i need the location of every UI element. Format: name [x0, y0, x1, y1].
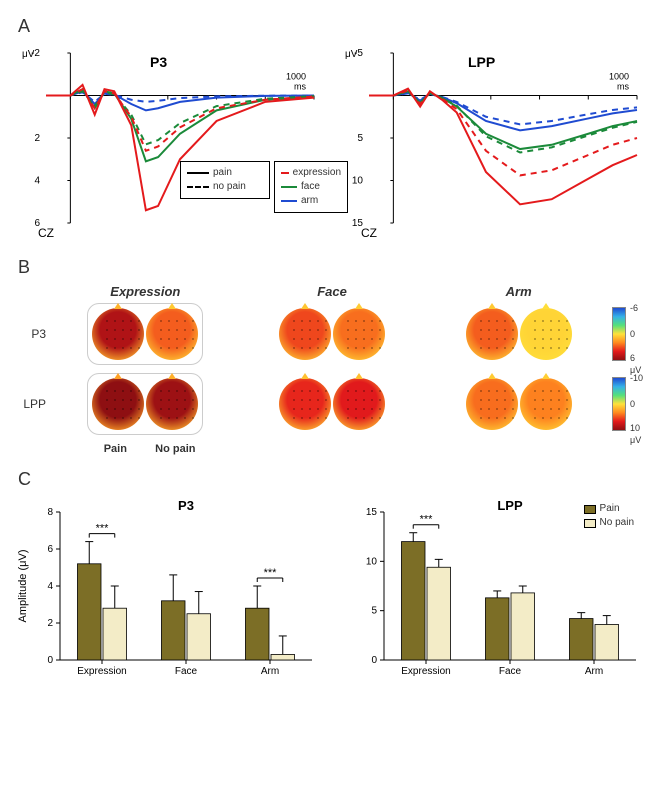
- topo-map: [333, 308, 385, 360]
- panel-c: 0 2 4 6 8 Amplitude (μV) P3 *** Expression Face **…: [12, 496, 648, 686]
- row-label: LPP: [12, 397, 52, 411]
- topo-map: [466, 308, 518, 360]
- svg-text:0: 0: [47, 655, 53, 666]
- svg-text:P3: P3: [178, 498, 194, 513]
- topo-map: [146, 308, 198, 360]
- svg-text:Amplitude (μV): Amplitude (μV): [17, 550, 29, 623]
- p3-bar-chart: 0 2 4 6 8 Amplitude (μV) P3 *** Expression Face **…: [12, 496, 324, 686]
- svg-text:ms: ms: [294, 82, 306, 92]
- topo-map: [333, 378, 385, 430]
- svg-text:Expression: Expression: [77, 666, 126, 677]
- svg-text:Arm: Arm: [261, 666, 279, 677]
- p3-chart: -2246μV1000msP3CZ pain no pain expressio…: [12, 43, 325, 243]
- svg-text:μV: μV: [22, 49, 35, 60]
- lpp-chart: -551015μV1000msLPPCZ: [335, 43, 648, 243]
- svg-text:Face: Face: [175, 666, 198, 677]
- panel-c-label: C: [18, 469, 648, 490]
- topo-map: [279, 378, 331, 430]
- row-label: P3: [12, 327, 52, 341]
- col-header-arm: Arm: [425, 284, 612, 299]
- svg-text:LPP: LPP: [497, 498, 523, 513]
- panel-b-row: P3-606μV: [12, 303, 648, 365]
- svg-text:2: 2: [47, 618, 53, 629]
- sublabel-nopain: No pain: [149, 443, 201, 455]
- lpp-bar-chart: 0 5 10 15 LPP *** Expression Face Arm Pain No pa…: [336, 496, 648, 686]
- svg-text:1000: 1000: [286, 72, 306, 82]
- topo-map: [92, 378, 144, 430]
- svg-text:8: 8: [47, 507, 53, 518]
- svg-text:6: 6: [47, 544, 53, 555]
- svg-text:***: ***: [96, 523, 110, 535]
- topo-map: [92, 308, 144, 360]
- svg-text:***: ***: [420, 514, 434, 526]
- panel-b-sublabels: Pain No pain: [12, 443, 648, 455]
- panel-a-label: A: [18, 16, 648, 37]
- topo-map: [466, 378, 518, 430]
- legend-linestyle: pain no pain: [180, 161, 270, 199]
- panel-b-headers: Expression Face Arm: [12, 284, 648, 303]
- col-header-expression: Expression: [52, 284, 239, 299]
- topo-map: [146, 378, 198, 430]
- svg-text:μV: μV: [345, 49, 358, 60]
- svg-text:15: 15: [366, 507, 378, 518]
- panel-b-label: B: [18, 257, 648, 278]
- svg-text:5: 5: [371, 606, 377, 617]
- svg-text:4: 4: [47, 581, 53, 592]
- panel-b: Expression Face Arm P3-606μVLPP-10010μV …: [12, 284, 648, 455]
- bar-legend: Pain No pain: [584, 502, 634, 530]
- svg-text:Face: Face: [499, 666, 522, 677]
- svg-text:2: 2: [34, 133, 40, 144]
- topo-map: [520, 308, 572, 360]
- svg-text:1000: 1000: [609, 72, 629, 82]
- panel-a: -2246μV1000msP3CZ pain no pain expressio…: [12, 43, 648, 243]
- svg-text:10: 10: [352, 176, 364, 187]
- svg-text:10: 10: [366, 556, 378, 567]
- svg-text:CZ: CZ: [38, 226, 54, 240]
- svg-text:LPP: LPP: [468, 54, 495, 70]
- svg-text:Expression: Expression: [401, 666, 450, 677]
- svg-text:ms: ms: [617, 82, 629, 92]
- svg-text:Arm: Arm: [585, 666, 603, 677]
- topo-map: [279, 308, 331, 360]
- svg-text:CZ: CZ: [361, 226, 377, 240]
- svg-text:4: 4: [34, 176, 40, 187]
- col-header-face: Face: [239, 284, 426, 299]
- svg-text:***: ***: [264, 567, 278, 579]
- svg-text:0: 0: [371, 655, 377, 666]
- svg-text:5: 5: [357, 133, 363, 144]
- topo-map: [520, 378, 572, 430]
- sublabel-pain: Pain: [89, 443, 141, 455]
- svg-text:P3: P3: [150, 54, 167, 70]
- panel-b-row: LPP-10010μV: [12, 373, 648, 435]
